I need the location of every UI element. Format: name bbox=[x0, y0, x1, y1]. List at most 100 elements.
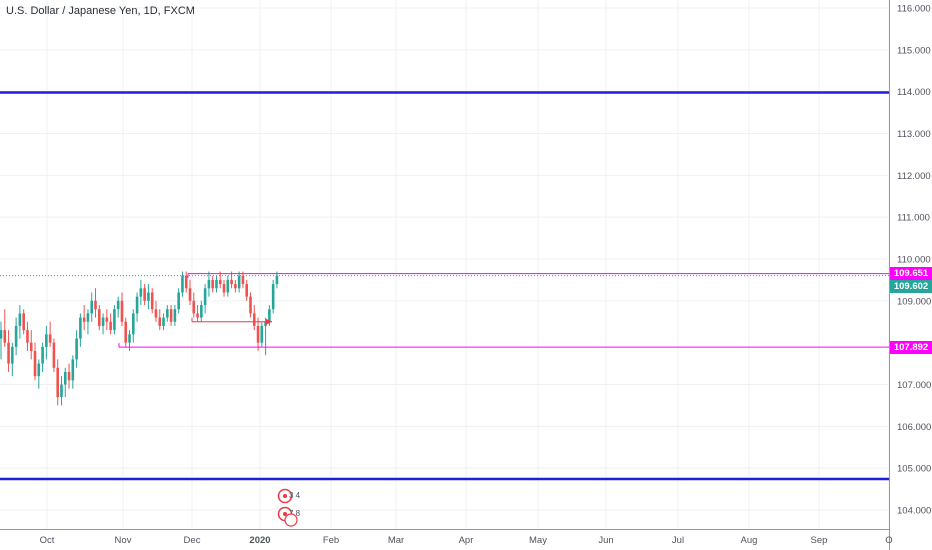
time-tick-label: Sep bbox=[811, 535, 828, 546]
candle-body bbox=[33, 351, 37, 377]
candle-body bbox=[71, 359, 75, 381]
candle-body bbox=[135, 296, 139, 314]
price-tick-label: 106.000 bbox=[897, 422, 931, 433]
event-marker-label: 7 8 bbox=[289, 509, 301, 518]
candle-body bbox=[37, 363, 41, 377]
price-tick-label: 116.000 bbox=[897, 4, 931, 15]
candle-body bbox=[41, 346, 44, 364]
candle-body bbox=[252, 313, 256, 326]
time-tick-label: Jun bbox=[598, 535, 613, 546]
candle-body bbox=[177, 292, 180, 310]
chart-title: U.S. Dollar / Japanese Yen, 1D, FXCM bbox=[6, 5, 195, 17]
time-tick-label: May bbox=[529, 535, 547, 546]
event-marker-dot bbox=[283, 512, 287, 516]
candle-body bbox=[67, 371, 71, 381]
level-price-label: 107.892 bbox=[890, 340, 932, 354]
candle-body bbox=[63, 371, 67, 385]
candle-body bbox=[196, 313, 199, 318]
candle-body bbox=[192, 300, 196, 314]
candle-body bbox=[124, 321, 128, 343]
candle-body bbox=[256, 325, 260, 343]
candle-body bbox=[237, 275, 241, 289]
candle-body bbox=[105, 317, 109, 322]
candle-body bbox=[200, 305, 203, 318]
candle-body bbox=[147, 292, 150, 301]
price-tick-label: 112.000 bbox=[897, 171, 931, 182]
current-price-label: 109.602 bbox=[890, 280, 932, 294]
candle-body bbox=[241, 275, 245, 285]
candle-body bbox=[52, 342, 56, 368]
time-tick-label: O bbox=[885, 535, 892, 546]
candle-body bbox=[181, 275, 184, 293]
time-tick-label: Apr bbox=[459, 535, 474, 546]
candle-body bbox=[97, 309, 101, 326]
candle-body bbox=[264, 321, 267, 326]
candle-body bbox=[79, 317, 82, 339]
candle-body bbox=[271, 284, 275, 310]
candle-body bbox=[45, 334, 48, 347]
candle-body bbox=[188, 288, 192, 301]
price-tick-label: 110.000 bbox=[897, 255, 931, 266]
candle-body bbox=[101, 317, 105, 326]
candle-body bbox=[203, 288, 207, 306]
candle-body bbox=[29, 342, 33, 352]
candle-body bbox=[260, 325, 264, 343]
time-tick-label: Feb bbox=[323, 535, 339, 546]
candle-body bbox=[139, 288, 143, 297]
candle-body bbox=[60, 384, 63, 398]
candle-body bbox=[26, 330, 29, 343]
candle-body bbox=[143, 288, 146, 301]
price-tick-label: 107.000 bbox=[897, 380, 931, 391]
candle-body bbox=[82, 317, 86, 322]
candle-body bbox=[154, 309, 158, 318]
time-tick-label: Mar bbox=[388, 535, 404, 546]
event-marker-icon[interactable] bbox=[284, 513, 298, 527]
candle-body bbox=[275, 275, 279, 285]
price-tick-label: 111.000 bbox=[897, 213, 930, 224]
time-tick-label: Oct bbox=[40, 535, 55, 546]
event-marker-dot bbox=[283, 494, 287, 498]
time-tick-label: Dec bbox=[184, 535, 201, 546]
candle-body bbox=[113, 309, 116, 331]
candle-body bbox=[166, 309, 169, 318]
time-tick-label: Aug bbox=[741, 535, 758, 546]
candle-body bbox=[158, 317, 162, 326]
price-tick-label: 104.000 bbox=[897, 506, 931, 517]
candle-body bbox=[94, 300, 97, 310]
candle-body bbox=[211, 279, 214, 289]
candle-body bbox=[207, 279, 211, 289]
time-tick-label: Jul bbox=[672, 535, 684, 546]
candle-body bbox=[18, 313, 22, 326]
candle-body bbox=[120, 300, 124, 322]
candle-body bbox=[116, 300, 120, 310]
candle-body bbox=[11, 346, 14, 364]
candle-body bbox=[222, 284, 226, 293]
event-marker-label: 3 4 bbox=[289, 491, 301, 500]
candle-body bbox=[3, 330, 7, 343]
price-tick-label: 113.000 bbox=[897, 129, 931, 140]
candle-body bbox=[0, 330, 3, 339]
candle-body bbox=[230, 279, 233, 285]
candle-body bbox=[109, 321, 112, 331]
candle-body bbox=[7, 342, 10, 364]
candle-body bbox=[90, 300, 94, 314]
candle-body bbox=[215, 279, 218, 289]
price-tick-label: 109.000 bbox=[897, 296, 931, 307]
candle-body bbox=[268, 309, 271, 322]
candle-body bbox=[249, 296, 252, 314]
price-tick-label: 114.000 bbox=[897, 87, 931, 98]
candle-body bbox=[14, 325, 18, 347]
arrow-head bbox=[266, 318, 272, 325]
candle-body bbox=[75, 338, 78, 360]
candle-body bbox=[173, 309, 177, 322]
candle-body bbox=[218, 279, 222, 285]
time-tick-label: 2020 bbox=[249, 535, 270, 546]
candle-body bbox=[226, 279, 230, 293]
candle-body bbox=[150, 292, 154, 310]
candle-body bbox=[245, 284, 248, 297]
price-tick-label: 105.000 bbox=[897, 464, 931, 475]
price-tick-label: 115.000 bbox=[897, 45, 931, 56]
candle-body bbox=[184, 275, 188, 289]
